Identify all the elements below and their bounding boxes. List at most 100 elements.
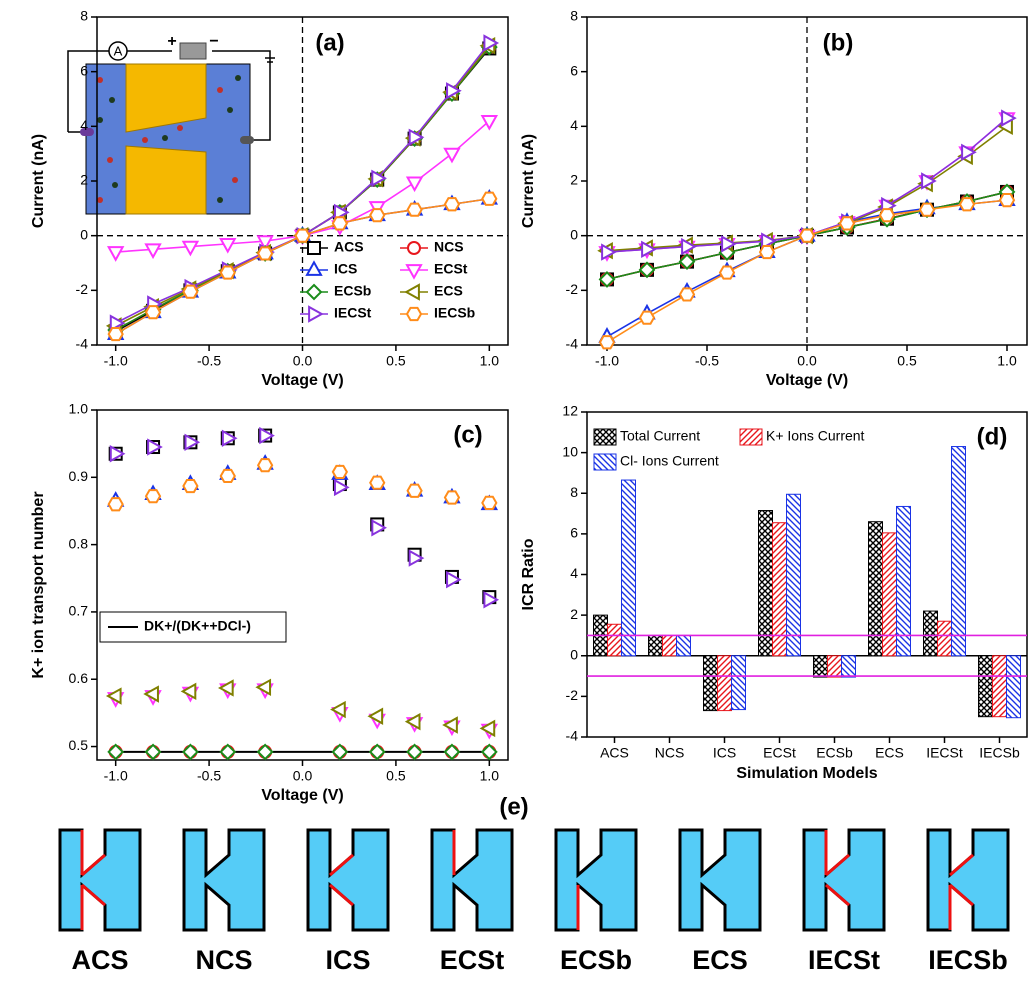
marker: [219, 468, 236, 484]
x-tick-label: -0.5: [197, 353, 221, 369]
pore-shape: [430, 828, 514, 932]
x-axis-label: Voltage (V): [261, 787, 343, 804]
marker: [601, 243, 617, 261]
marker: [259, 426, 275, 445]
model-label: NCS: [195, 945, 252, 975]
panel-title: (b): [823, 29, 854, 56]
y-tick-label: 0.9: [69, 468, 89, 484]
model-label: ECS: [692, 945, 748, 975]
model-label: IECSb: [928, 945, 1008, 975]
model-label: IECSt: [808, 945, 880, 975]
marker: [368, 743, 386, 761]
legend-label: NCS: [434, 239, 464, 255]
panel-title: (e): [499, 793, 528, 820]
y-axis-label: ICR Ratio: [520, 538, 537, 610]
marker: [109, 445, 126, 463]
pore-shape: [554, 828, 638, 932]
y-tick-label: 1.0: [69, 401, 89, 417]
y-tick-label: -4: [76, 336, 89, 352]
marker: [144, 489, 162, 504]
marker: [181, 240, 200, 257]
marker: [256, 743, 274, 761]
charged-wall: [81, 883, 106, 907]
bar: [992, 655, 1007, 718]
marker: [761, 232, 777, 250]
y-axis-label: Current (nA): [520, 134, 537, 228]
marker: [480, 114, 499, 131]
bar: [1006, 655, 1021, 719]
charged-wall: [329, 853, 354, 877]
y-tick-label: 4: [80, 117, 88, 133]
marker: [256, 246, 274, 261]
y-tick-label: -2: [566, 687, 579, 703]
y-tick-label: 0.7: [69, 603, 89, 619]
bar: [717, 655, 732, 712]
x-tick-label: 0.0: [293, 353, 313, 369]
x-tick-label: -1.0: [104, 768, 128, 784]
marker: [221, 429, 238, 447]
marker: [404, 712, 421, 731]
marker: [838, 216, 856, 231]
marker: [218, 679, 234, 697]
y-tick-label: 0: [570, 646, 578, 662]
y-tick-label: 4: [570, 117, 578, 133]
marker: [181, 743, 199, 761]
bar: [607, 623, 622, 657]
marker: [367, 707, 384, 725]
marker: [483, 591, 500, 609]
marker: [371, 169, 387, 187]
marker: [798, 228, 816, 243]
y-tick-label: 2: [570, 606, 578, 622]
marker: [406, 483, 423, 498]
marker: [718, 265, 736, 280]
marker: [184, 433, 201, 452]
ions: [97, 75, 241, 203]
marker: [406, 202, 423, 217]
legend-label: ECSt: [434, 261, 468, 277]
y-tick-label: 4: [570, 565, 578, 581]
marker: [405, 176, 424, 193]
panel-title: (d): [977, 423, 1008, 450]
marker: [681, 237, 697, 256]
marker: [255, 678, 272, 697]
marker: [107, 743, 125, 761]
bar: [703, 655, 718, 712]
bar: [827, 655, 842, 678]
marker: [333, 203, 350, 222]
bar: [662, 634, 677, 657]
marker: [998, 193, 1016, 208]
marker: [758, 244, 776, 260]
x-tick-label: ECSb: [816, 745, 853, 761]
marker: [678, 287, 696, 302]
pore-shape: [926, 828, 1010, 932]
wire: [212, 50, 271, 141]
x-tick-label: 1.0: [480, 353, 500, 369]
x-tick-label: -0.5: [695, 353, 719, 369]
marker: [481, 495, 498, 510]
marker: [446, 82, 462, 100]
y-tick-label: -2: [76, 281, 89, 297]
marker: [408, 549, 425, 567]
bar: [676, 634, 691, 657]
marker: [331, 464, 349, 480]
bar: [758, 510, 773, 657]
marker: [256, 235, 274, 251]
bar: [896, 505, 911, 657]
y-tick-label: 8: [80, 8, 88, 24]
bar: [937, 620, 952, 657]
marker: [256, 458, 274, 473]
marker: [638, 261, 656, 279]
ions: [97, 77, 238, 203]
y-axis-label: K+ ion transport number: [30, 491, 47, 678]
legend-label: DK+/(DK++DCl-): [144, 618, 251, 634]
marker: [219, 265, 236, 280]
y-tick-label: 0: [80, 226, 88, 242]
legend-label: ECSb: [334, 283, 371, 299]
marker: [180, 682, 197, 701]
inset-label: +: [167, 33, 176, 50]
marker: [479, 719, 496, 738]
x-tick-label: 0.5: [386, 768, 406, 784]
y-tick-label: -2: [566, 281, 579, 297]
pore-shape: [802, 828, 886, 932]
